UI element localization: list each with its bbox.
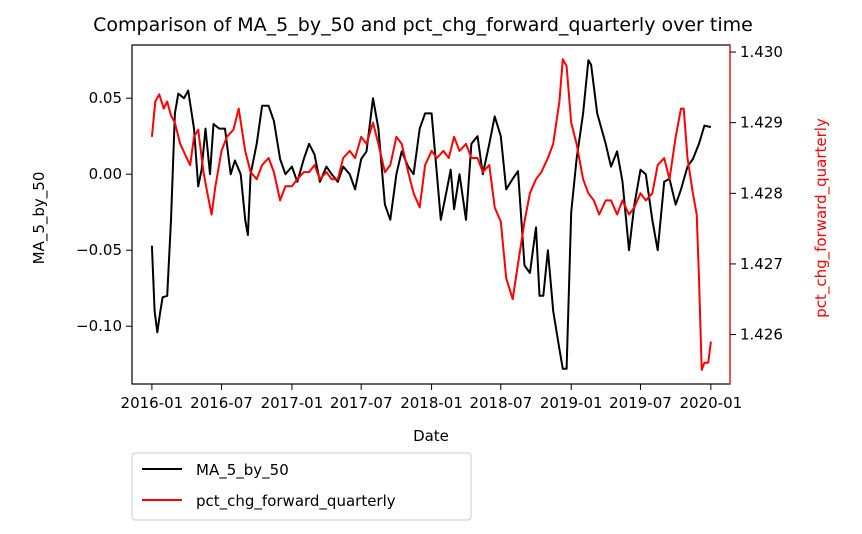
- right-y-tick-label: 1.427: [740, 255, 783, 273]
- series-line-ma-5-by-50: [150, 59, 712, 370]
- right-y-axis-ticks: 1.430 1.429 1.428 1.427 1.426: [730, 43, 783, 344]
- x-tick-label: 2019-01: [540, 394, 603, 412]
- x-tick-label: 2016-07: [190, 394, 253, 412]
- series-line-pct-chg-forward-quarterly: [150, 58, 712, 371]
- left-y-tick-label: 0.05: [89, 89, 122, 107]
- x-tick-label: 2018-07: [469, 394, 532, 412]
- legend: MA_5_by_50 pct_chg_forward_quarterly: [131, 452, 472, 521]
- legend-label-pct: pct_chg_forward_quarterly: [196, 492, 396, 511]
- right-y-tick-label: 1.430: [740, 43, 783, 61]
- legend-label-ma: MA_5_by_50: [196, 461, 289, 480]
- left-y-axis-ticks: 0.05 0.00 −0.05 −0.10: [76, 89, 132, 335]
- plot-frame: [131, 44, 731, 385]
- right-y-tick-label: 1.426: [740, 326, 783, 344]
- chart-title: Comparison of MA_5_by_50 and pct_chg_for…: [93, 14, 753, 36]
- x-tick-label: 2017-01: [261, 394, 324, 412]
- left-y-tick-label: −0.05: [76, 241, 122, 259]
- left-y-axis-label: MA_5_by_50: [30, 172, 49, 265]
- left-y-tick-label: −0.10: [76, 317, 122, 335]
- right-y-tick-label: 1.429: [740, 114, 783, 132]
- left-y-tick-label: 0.00: [89, 165, 122, 183]
- x-tick-label: 2018-01: [400, 394, 463, 412]
- right-y-tick-label: 1.428: [740, 184, 783, 202]
- x-axis-label: Date: [413, 427, 449, 445]
- x-tick-label: 2019-07: [609, 394, 672, 412]
- plot-lines: [150, 58, 712, 371]
- right-y-axis-label: pct_chg_forward_quarterly: [812, 118, 831, 318]
- x-tick-label: 2017-07: [330, 394, 393, 412]
- x-tick-label: 2020-01: [680, 394, 743, 412]
- legend-box: [131, 452, 472, 521]
- x-axis-ticks: 2016-01 2016-07 2017-01 2017-07 2018-01 2018-…: [121, 384, 743, 412]
- x-tick-label: 2016-01: [121, 394, 184, 412]
